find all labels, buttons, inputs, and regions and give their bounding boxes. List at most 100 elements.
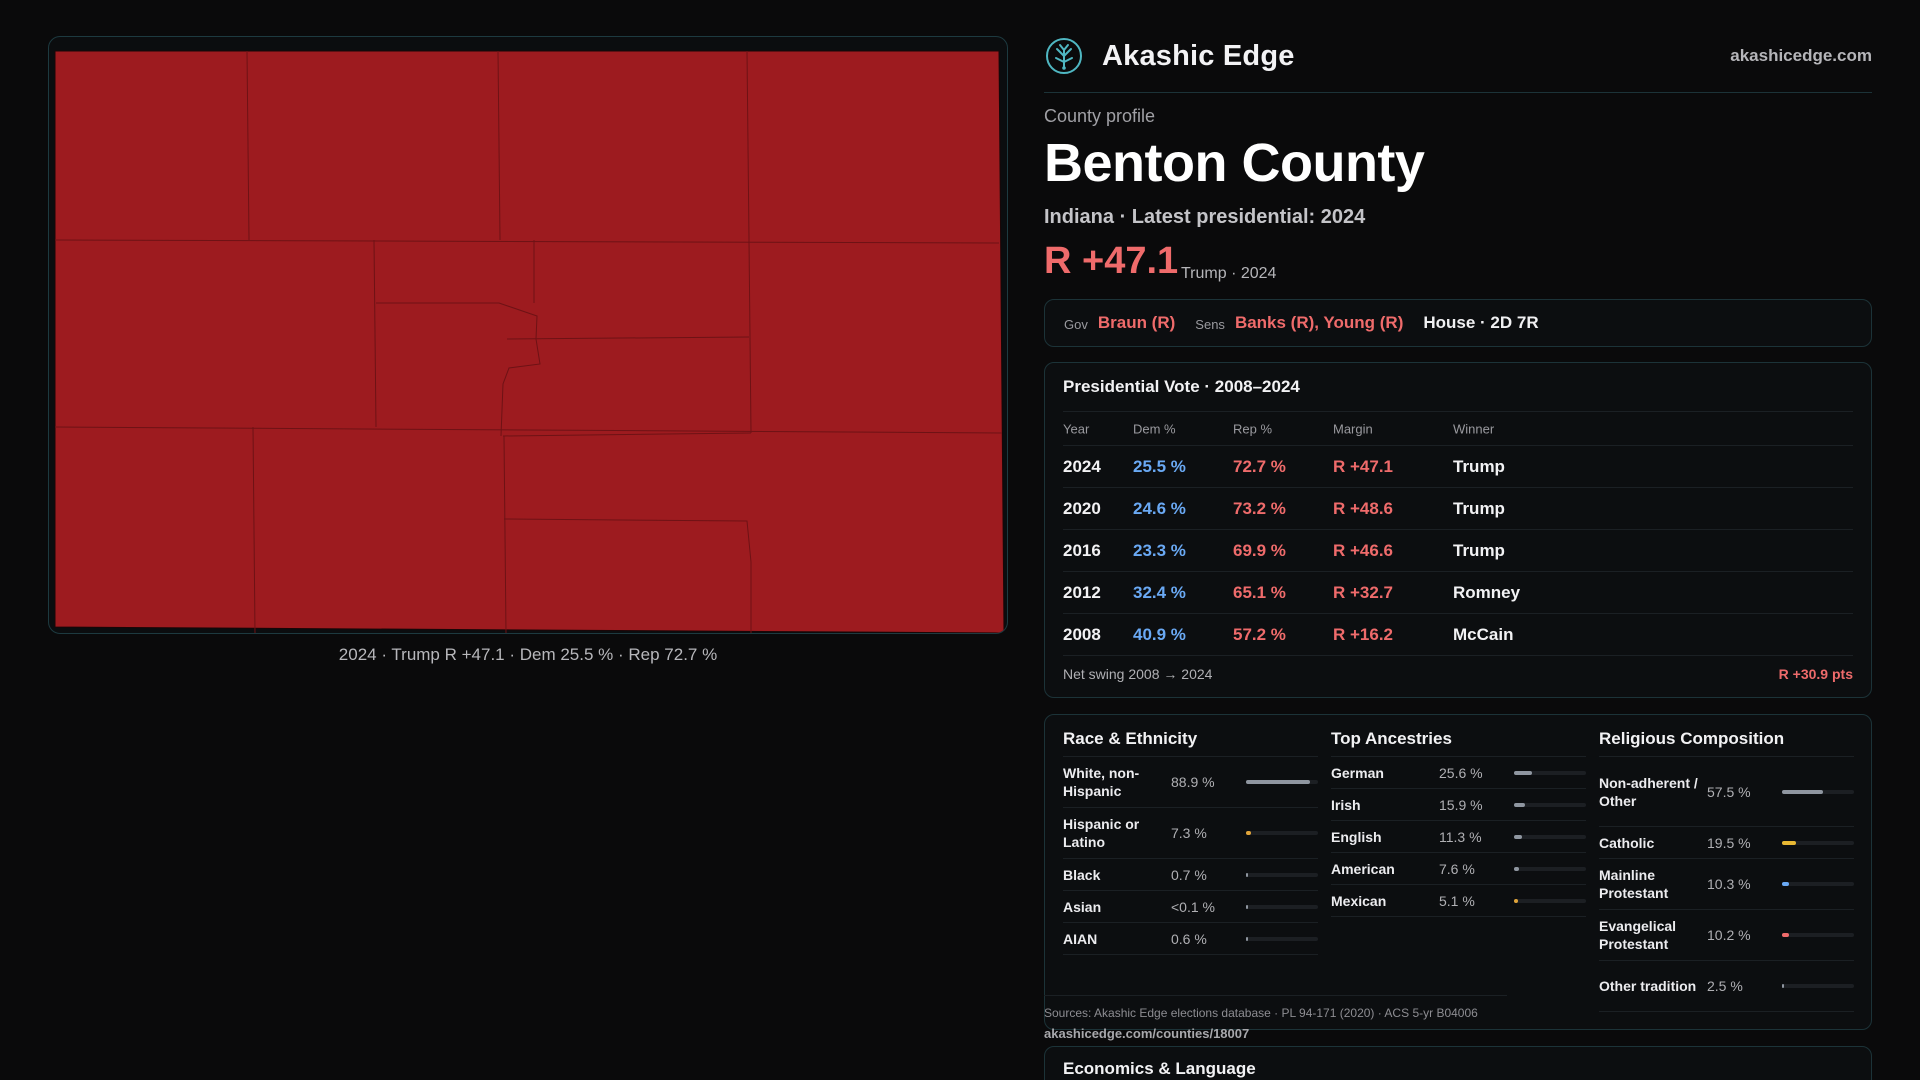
col-year: Year xyxy=(1063,421,1090,437)
item-percent: 7.6 % xyxy=(1439,860,1475,877)
senators-names: Banks (R), Young (R) xyxy=(1234,313,1404,332)
share-bar-fill xyxy=(1782,840,1797,845)
item-label: Asian xyxy=(1063,898,1102,915)
sources-text: Sources: Akashic Edge elections database… xyxy=(1044,1006,1478,1020)
item-percent: 88.9 % xyxy=(1171,774,1215,790)
share-bar-fill xyxy=(1782,882,1790,886)
cell-dem: 23.3 % xyxy=(1133,540,1186,560)
item-label: Mainline Protestant xyxy=(1599,867,1669,901)
item-percent: 25.6 % xyxy=(1439,764,1483,781)
item-percent: 10.3 % xyxy=(1707,876,1751,892)
share-bar-track xyxy=(1514,802,1586,807)
item-percent: 7.3 % xyxy=(1171,825,1207,841)
county-map-svg[interactable] xyxy=(49,37,1008,634)
item-label: AIAN xyxy=(1063,930,1098,947)
township-boundaries xyxy=(54,50,1003,633)
governor-name: Braun (R) xyxy=(1097,313,1176,332)
share-bar-fill xyxy=(1782,789,1824,794)
list-item: German 25.6 % xyxy=(1331,757,1586,789)
list-item: Evangelical Protestant 10.2 % xyxy=(1599,910,1854,961)
share-bar-track xyxy=(1514,834,1586,839)
page-subtitle: Indiana · Latest presidential: 2024 xyxy=(1044,206,1366,228)
brand-header: Akashic Edge akashicedge.com xyxy=(1044,36,1872,76)
list-item: AIAN 0.6 % xyxy=(1063,923,1318,955)
share-bar-fill xyxy=(1514,866,1520,871)
item-percent: 15.9 % xyxy=(1439,796,1483,813)
share-bar-fill xyxy=(1514,802,1526,807)
cell-rep: 73.2 % xyxy=(1233,498,1286,518)
cell-year: 2020 xyxy=(1063,498,1101,518)
county-shape[interactable] xyxy=(54,50,1005,633)
cell-dem: 24.6 % xyxy=(1133,498,1186,518)
cell-year: 2016 xyxy=(1063,540,1101,560)
col-winner: Winner xyxy=(1453,421,1495,437)
net-swing-label: Net swing 2008 → 2024 xyxy=(1063,666,1213,682)
religion-column: Religious Composition Non-adherent / Oth… xyxy=(1599,729,1854,1012)
col-margin: Margin xyxy=(1333,421,1373,437)
share-bar-fill xyxy=(1514,898,1518,903)
item-label: Irish xyxy=(1331,796,1361,813)
item-label: English xyxy=(1331,828,1382,845)
list-item: Non-adherent / Other 57.5 % xyxy=(1599,757,1854,827)
list-item: Hispanic or Latino 7.3 % xyxy=(1063,808,1318,859)
brand-url-link[interactable]: akashicedge.com xyxy=(1730,46,1872,65)
share-bar-track xyxy=(1782,882,1854,886)
share-bar-track xyxy=(1246,872,1318,877)
cell-year: 2012 xyxy=(1063,582,1101,602)
list-item: American 7.6 % xyxy=(1331,853,1586,885)
ancestry-title: Top Ancestries xyxy=(1331,729,1586,757)
share-bar-track xyxy=(1514,866,1586,871)
item-percent: 57.5 % xyxy=(1707,783,1751,800)
presidential-title: Presidential Vote · 2008–2024 xyxy=(1063,377,1300,396)
cell-year: 2024 xyxy=(1063,456,1101,476)
share-bar-fill xyxy=(1246,936,1248,941)
economics-title: Economics & Language xyxy=(1063,1059,1256,1078)
share-bar-track xyxy=(1246,936,1318,941)
list-item: Mainline Protestant 10.3 % xyxy=(1599,859,1854,910)
race-title: Race & Ethnicity xyxy=(1063,729,1318,757)
table-row: 2020 24.6 % 73.2 % R +48.6 Trump xyxy=(1063,487,1853,529)
table-header: Year Dem % Rep % Margin Winner xyxy=(1063,413,1853,445)
table-divider xyxy=(1063,411,1853,412)
brand-name: Akashic Edge xyxy=(1102,39,1295,72)
cell-rep: 57.2 % xyxy=(1233,624,1286,644)
cell-margin: R +47.1 xyxy=(1333,456,1394,476)
sources-url-link[interactable]: akashicedge.com/counties/18007 xyxy=(1044,1026,1250,1041)
item-percent: 19.5 % xyxy=(1707,834,1751,851)
list-item: Mexican 5.1 % xyxy=(1331,885,1586,917)
share-bar-fill xyxy=(1514,834,1523,839)
gov-label: Gov xyxy=(1064,317,1088,332)
share-bar-track xyxy=(1246,780,1318,784)
share-bar-track xyxy=(1246,904,1318,909)
list-item: Asian <0.1 % xyxy=(1063,891,1318,923)
house-delegation: House · 2D 7R xyxy=(1423,313,1539,332)
item-percent: 2.5 % xyxy=(1707,978,1743,994)
sens-label: Sens xyxy=(1195,317,1225,332)
item-label: Non-adherent / Other xyxy=(1599,774,1698,809)
item-label: Hispanic or Latino xyxy=(1063,816,1140,850)
list-item: Catholic 19.5 % xyxy=(1599,827,1854,859)
cell-dem: 40.9 % xyxy=(1133,624,1186,644)
item-label: Evangelical Protestant xyxy=(1599,918,1677,952)
economics-card: Economics & Language xyxy=(1044,1046,1872,1080)
share-bar-fill xyxy=(1246,904,1248,909)
net-swing-row: Net swing 2008 → 2024 R +30.9 pts xyxy=(1063,655,1853,682)
margin-note: Trump · 2024 xyxy=(1181,265,1277,282)
item-label: White, non-Hispanic xyxy=(1063,765,1140,799)
item-label: American xyxy=(1331,860,1395,877)
page-title: Benton County xyxy=(1044,133,1425,193)
cell-dem: 32.4 % xyxy=(1133,582,1186,602)
ancestry-column: Top Ancestries German 25.6 % Irish 15.9 % En… xyxy=(1331,729,1586,917)
list-item: Black 0.7 % xyxy=(1063,859,1318,891)
share-bar-fill xyxy=(1514,770,1533,775)
county-map[interactable] xyxy=(48,36,1008,634)
share-bar-fill xyxy=(1782,984,1784,988)
cell-rep: 65.1 % xyxy=(1233,582,1286,602)
list-item: English 11.3 % xyxy=(1331,821,1586,853)
officials-bar: Gov Braun (R) Sens Banks (R), Young (R) … xyxy=(1044,299,1872,347)
religion-title: Religious Composition xyxy=(1599,729,1854,757)
list-item: White, non-Hispanic 88.9 % xyxy=(1063,757,1318,808)
item-percent: 10.2 % xyxy=(1707,927,1751,943)
share-bar-track xyxy=(1782,789,1854,794)
margin-headline: R +47.1 xyxy=(1044,240,1179,282)
